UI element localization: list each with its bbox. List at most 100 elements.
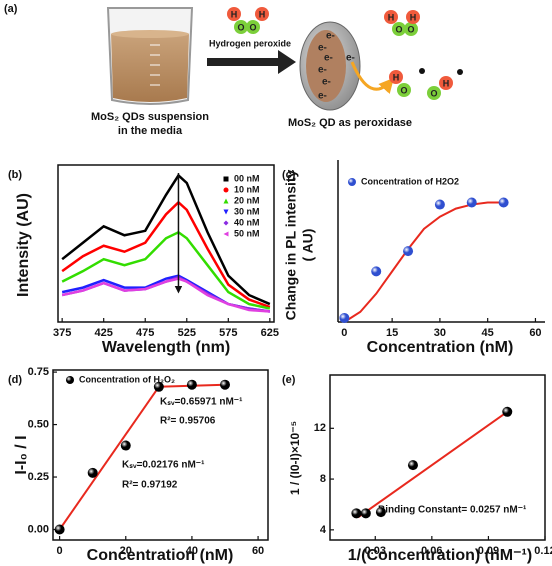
data-point [186, 379, 197, 390]
x-axis-label: 1/(Concentration) (nM⁻¹) [348, 547, 532, 564]
x-tick-label: 0.03 [365, 545, 386, 557]
spectrum-line [61, 173, 271, 306]
y-tick-label: 4 [320, 524, 327, 536]
x-tick-label: 625 [261, 327, 279, 339]
atom [384, 10, 398, 24]
atom [397, 83, 411, 97]
legend-marker [223, 187, 229, 193]
electron: e- [324, 53, 333, 64]
x-tick-label: 0.09 [478, 545, 499, 557]
annotation: Binding Constant= 0.0257 nM⁻¹ [378, 505, 527, 516]
electron: e- [318, 65, 327, 76]
data-point [351, 508, 362, 519]
data-point [360, 508, 371, 519]
legend-marker [348, 178, 356, 186]
legend-label: 10 nM [234, 184, 260, 194]
x-tick-label: 30 [434, 327, 446, 339]
y-tick-label: 0.25 [28, 471, 49, 483]
panel-label: (d) [8, 374, 22, 386]
x-tick-label: 425 [95, 327, 113, 339]
data-point [371, 266, 382, 277]
annotation: Kₛᵥ=0.02176 nM⁻¹ [122, 460, 205, 471]
atom-label: H [231, 9, 238, 19]
caption: in the media [118, 125, 183, 137]
data-point [220, 379, 230, 390]
legend-marker [223, 231, 229, 237]
spectrum-line [61, 200, 271, 309]
annotation: Kₛᵥ=0.65971 nM⁻¹ [160, 397, 243, 408]
atom [246, 20, 260, 34]
panel-label: (e) [282, 374, 296, 386]
plot-frame [329, 374, 546, 541]
x-tick-label: 575 [219, 327, 237, 339]
spectrum-line [61, 230, 271, 310]
x-axis-label: Wavelength (nm) [102, 339, 230, 356]
legend-label: Concentration of H₂O₂ [79, 374, 175, 384]
arrow-text: Hydrogen peroxide [209, 38, 291, 48]
plot-frame [52, 369, 269, 541]
legend-label: 20 nM [234, 195, 260, 205]
data-point [153, 381, 164, 392]
atom-label: H [443, 78, 450, 88]
annotation: R²= 0.97192 [122, 480, 178, 491]
atom [427, 86, 441, 100]
atom [255, 7, 269, 21]
legend-marker [66, 376, 74, 384]
y-axis-label: Change in PL intensity [283, 169, 299, 320]
y-axis-label: Intensity (AU) [15, 193, 32, 297]
legend-label: 00 nM [234, 173, 260, 183]
atom-label: H [410, 12, 417, 22]
x-tick-label: 60 [252, 545, 264, 557]
y-tick-label: 8 [320, 473, 326, 485]
legend-label: 50 nM [234, 228, 260, 238]
data-point [120, 440, 131, 451]
x-tick-label: 375 [53, 327, 71, 339]
atom-label: O [407, 24, 414, 34]
x-tick-label: 475 [136, 327, 154, 339]
atom [406, 10, 420, 24]
electron: e- [326, 31, 335, 42]
atom [404, 22, 418, 36]
data-point [339, 312, 350, 323]
atom-label: O [395, 24, 402, 34]
x-tick-label: 0.12 [534, 545, 552, 557]
annotation: R²= 0.95706 [160, 416, 216, 427]
x-axis-label: Concentration (nM) [367, 339, 514, 356]
data-point [434, 199, 445, 210]
x-tick-label: 0 [341, 327, 347, 339]
atom-label: O [430, 88, 437, 98]
data-point [466, 197, 477, 208]
electron: e- [322, 77, 331, 88]
x-tick-label: 0.06 [421, 545, 442, 557]
panel-label: (b) [8, 169, 22, 181]
atom-label: H [259, 9, 266, 19]
legend-label: 40 nM [234, 217, 260, 227]
data-point [87, 467, 98, 478]
x-tick-label: 0 [57, 545, 63, 557]
caption: MoS₂ QDs suspension [91, 111, 209, 123]
legend-marker [223, 220, 229, 226]
x-tick-label: 15 [386, 327, 398, 339]
legend-label: 30 nM [234, 206, 260, 216]
panel-label: (c) [282, 169, 296, 181]
data-point [403, 246, 414, 257]
atom-label: H [393, 72, 400, 82]
legend-marker [223, 198, 229, 204]
atom-label: O [237, 22, 244, 32]
x-tick-label: 40 [186, 545, 198, 557]
atom [392, 22, 406, 36]
fit-line [343, 201, 504, 323]
fit-line [357, 410, 508, 518]
legend-label: Concentration of H2O2 [361, 176, 459, 186]
x-tick-label: 60 [529, 327, 541, 339]
spectrum-line [61, 277, 270, 313]
atom [439, 76, 453, 90]
y-tick-label: 0.00 [28, 523, 49, 535]
atom [227, 7, 241, 21]
x-tick-label: 525 [178, 327, 196, 339]
x-axis-label: Concentration (nM) [87, 547, 234, 564]
data-point [54, 524, 65, 535]
data-point [498, 197, 509, 208]
y-axis-label: ( AU) [300, 229, 316, 262]
